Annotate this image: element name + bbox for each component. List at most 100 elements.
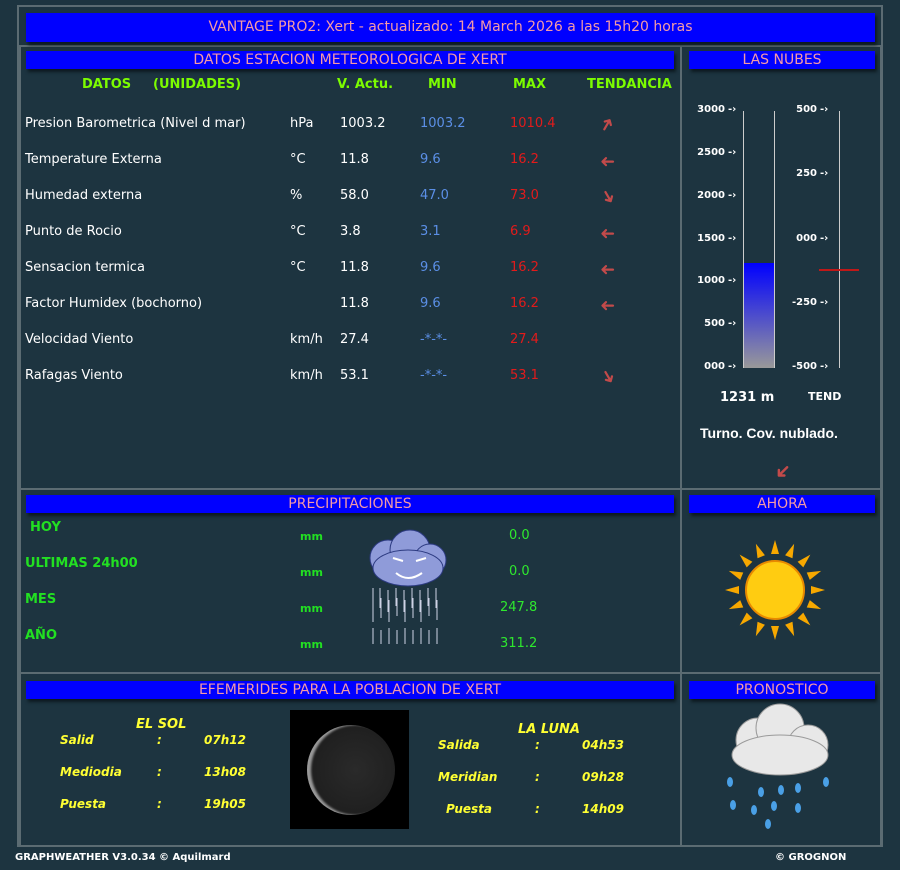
luna-label: Meridian — [438, 770, 498, 784]
table-row: Rafagas Viento km/h 53.1 -*-*- 53.1 ➜ — [25, 364, 665, 389]
sol-value: 13h08 — [204, 765, 246, 779]
sol-sep: : — [157, 765, 162, 779]
sol-value: 19h05 — [204, 797, 246, 811]
sun-ray — [739, 554, 753, 568]
tick-arrow: -› — [728, 361, 737, 372]
row-max: 27.4 — [510, 332, 539, 347]
row-max: 6.9 — [510, 224, 531, 239]
sun-ray — [771, 540, 779, 554]
row-current: 1003.2 — [340, 116, 386, 131]
trend-arrow-icon: ➜ — [600, 151, 616, 172]
tick-arrow: -› — [820, 361, 829, 372]
row-current: 11.8 — [340, 152, 369, 167]
col-actual: V. Actu. — [337, 77, 394, 92]
precip-title: PRECIPITACIONES — [26, 495, 674, 513]
sol-sep: : — [157, 733, 162, 747]
luna-label: Puesta — [446, 802, 493, 816]
col-min: MIN — [428, 77, 457, 92]
col-unidades: (UNIDADES) — [153, 77, 242, 92]
sun-ray — [811, 586, 825, 594]
sol-label: Mediodia — [60, 765, 122, 779]
tick-arrow: -› — [820, 232, 829, 244]
sun-ray — [739, 612, 753, 626]
storm-cloud-icon — [369, 529, 447, 644]
luna-value: 04h53 — [582, 738, 624, 752]
precip-unit: mm — [300, 566, 323, 579]
row-label: Velocidad Viento — [25, 332, 134, 347]
row-label: Factor Humidex (bochorno) — [25, 296, 203, 311]
sun-ray — [755, 621, 765, 637]
precip-label: ULTIMAS 24h00 — [25, 556, 138, 571]
sun-ray — [785, 621, 795, 637]
cloud-base-value: 1231 m — [720, 390, 775, 405]
pronostico-panel — [680, 672, 882, 847]
ahora-title: AHORA — [689, 495, 875, 513]
base-tick-label: 1500 — [697, 232, 725, 244]
page-title: VANTAGE PRO2: Xert - actualizado: 14 Mar… — [26, 13, 875, 42]
row-max: 1010.4 — [510, 116, 556, 131]
table-row: Presion Barometrica (Nivel d mar) hPa 10… — [25, 112, 665, 137]
sol-label: Salid — [60, 733, 94, 747]
tick-arrow: -› — [820, 296, 829, 308]
footer-copyright: © GROGNON — [775, 852, 847, 863]
table-row: Factor Humidex (bochorno) 11.8 9.6 16.2 … — [25, 295, 665, 316]
precip-value: 247.8 — [500, 600, 538, 615]
trend-arrow-icon: ➜ — [600, 295, 616, 316]
tick-arrow: -› — [728, 104, 737, 115]
tend-tick-label: 500 — [796, 104, 817, 115]
tick-arrow: -› — [728, 318, 737, 330]
base-tick-label: 2000 — [697, 189, 725, 201]
sun-ray — [806, 600, 822, 610]
tend-label: TEND — [808, 390, 842, 403]
table-row: Temperature Externa °C 11.8 9.6 16.2 ➜ — [25, 151, 665, 172]
sun-ray — [806, 570, 822, 580]
base-tick-label: 2500 — [697, 146, 725, 158]
luna-sep: : — [535, 738, 540, 752]
trend-arrow-icon: ➜ — [595, 364, 621, 389]
sun-ray — [797, 554, 811, 568]
moon-phase-image — [290, 710, 409, 829]
luna-label: Salida — [438, 738, 480, 752]
table-row: Sensacion termica °C 11.8 9.6 16.2 ➜ — [25, 259, 665, 280]
precip-unit: mm — [300, 602, 323, 615]
trend-arrow-icon: ➜ — [594, 112, 620, 137]
row-current: 11.8 — [340, 260, 369, 275]
row-unit: km/h — [290, 332, 323, 347]
sol-label: Puesta — [60, 797, 107, 811]
precip-unit: mm — [300, 638, 323, 651]
table-row: Humedad externa % 58.0 47.0 73.0 ➜ — [25, 185, 665, 209]
cloud-description: Turno. Cov. nublado. — [700, 425, 838, 441]
row-label: Presion Barometrica (Nivel d mar) — [25, 116, 246, 131]
base-tick-label: 3000 — [697, 104, 725, 115]
row-current: 3.8 — [340, 224, 361, 239]
tick-arrow: -› — [728, 146, 737, 158]
base-gauge-fill — [744, 262, 774, 368]
sun-icon — [725, 540, 825, 640]
col-max: MAX — [513, 77, 547, 92]
base-tick-label: 1000 — [697, 275, 725, 287]
row-current: 53.1 — [340, 368, 369, 383]
pronostico-title: PRONOSTICO — [689, 681, 875, 699]
datos-title: DATOS ESTACION METEOROLOGICA DE XERT — [26, 51, 674, 69]
sun-ray — [728, 570, 744, 580]
precip-label: MES — [25, 592, 57, 607]
row-unit: % — [290, 188, 303, 203]
sun-ray — [797, 612, 811, 626]
row-max: 53.1 — [510, 368, 539, 383]
row-label: Temperature Externa — [25, 152, 162, 167]
trend-arrow-icon: ➜ — [600, 223, 616, 244]
row-label: Punto de Rocio — [25, 224, 122, 239]
tend-marker — [819, 269, 859, 272]
precip-unit: mm — [300, 530, 323, 543]
precip-label: AÑO — [25, 628, 57, 643]
row-max: 16.2 — [510, 260, 539, 275]
luna-value: 14h09 — [582, 802, 624, 816]
col-datos: DATOS — [82, 77, 132, 92]
nubes-title: LAS NUBES — [689, 51, 875, 69]
precip-value: 311.2 — [500, 636, 538, 651]
row-unit: °C — [290, 152, 306, 167]
tend-gauge-axis — [839, 111, 840, 368]
efemerides-title: EFEMERIDES PARA LA POBLACION DE XERT — [26, 681, 674, 699]
precip-value: 0.0 — [509, 528, 530, 543]
row-unit: °C — [290, 260, 306, 275]
